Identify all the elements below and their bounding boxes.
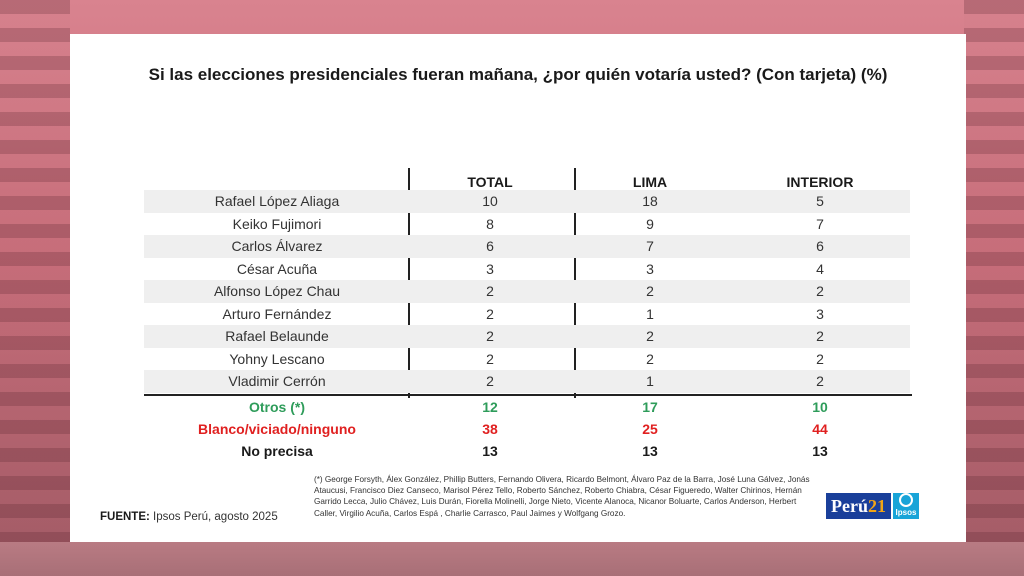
cell-lima: 7 <box>646 238 654 254</box>
poll-title: Si las elecciones presidenciales fueran … <box>148 65 888 84</box>
cell-lima: 3 <box>646 260 654 277</box>
cell-total: 2 <box>486 328 494 344</box>
candidate-name: Keiko Fujimori <box>232 215 322 232</box>
cell-interior: 4 <box>816 260 824 277</box>
cell-total: 3 <box>486 260 494 277</box>
cell-total: 2 <box>486 373 494 389</box>
cell-lima: 2 <box>646 350 654 367</box>
summary-label: Blanco/viciado/ninguno <box>198 421 356 437</box>
peru21-logo-number: 21 <box>867 495 886 516</box>
cell-lima: 18 <box>642 193 658 209</box>
header-total: TOTAL <box>467 174 513 190</box>
cell-lima: 1 <box>646 373 654 389</box>
table-body: Rafael López Aliaga 10 18 5 Keiko Fujimo… <box>144 190 910 393</box>
ipsos-logo: Ipsos <box>892 493 919 519</box>
table-row: Keiko Fujimori 8 9 7 <box>144 213 910 236</box>
background-right <box>964 0 1024 576</box>
candidate-name: Yohny Lescano <box>229 350 325 367</box>
cell-lima: 2 <box>646 328 654 344</box>
table-row: Arturo Fernández 2 1 3 <box>144 303 910 326</box>
cell-interior: 44 <box>812 421 828 437</box>
cell-interior: 3 <box>816 305 824 322</box>
summary-divider <box>144 394 912 396</box>
candidate-name: Alfonso López Chau <box>213 283 341 299</box>
table-row: Alfonso López Chau 2 2 2 <box>144 280 910 303</box>
table-row: Rafael López Aliaga 10 18 5 <box>144 190 910 213</box>
table-row: Carlos Álvarez 6 7 6 <box>144 235 910 258</box>
candidate-name: Carlos Álvarez <box>231 238 323 254</box>
table-row: Rafael Belaunde 2 2 2 <box>144 325 910 348</box>
cell-total: 38 <box>482 421 498 437</box>
summary-label: No precisa <box>241 443 313 459</box>
summary-row-blanco: Blanco/viciado/ninguno 38 25 44 <box>144 419 910 441</box>
cell-total: 13 <box>482 443 498 459</box>
cell-total: 8 <box>486 215 494 232</box>
table-row: César Acuña 3 3 4 <box>144 258 910 281</box>
table-row: Vladimir Cerrón 2 1 2 <box>144 370 910 393</box>
cell-lima: 17 <box>642 399 658 415</box>
summary-row-no-precisa: No precisa 13 13 13 <box>144 441 910 463</box>
cell-lima: 25 <box>642 421 658 437</box>
cell-total: 6 <box>486 238 494 254</box>
poll-card: Si las elecciones presidenciales fueran … <box>70 34 966 542</box>
cell-total: 10 <box>482 193 498 209</box>
header-interior: INTERIOR <box>786 174 854 190</box>
cell-interior: 2 <box>816 283 824 299</box>
cell-total: 12 <box>482 399 498 415</box>
cell-lima: 13 <box>642 443 658 459</box>
footnote: (*) George Forsyth, Álex González, Phill… <box>314 475 810 518</box>
cell-interior: 2 <box>816 350 824 367</box>
source-label: FUENTE: <box>100 511 150 523</box>
cell-lima: 2 <box>646 283 654 299</box>
candidate-name: Rafael Belaunde <box>225 328 329 344</box>
peru21-logo: Perú 21 <box>826 493 891 519</box>
table-row: Yohny Lescano 2 2 2 <box>144 348 910 371</box>
cell-interior: 2 <box>816 373 824 389</box>
cell-interior: 7 <box>816 215 824 232</box>
cell-interior: 6 <box>816 238 824 254</box>
background-bottom <box>0 542 1024 576</box>
header-lima: LIMA <box>632 174 668 190</box>
cell-total: 2 <box>486 305 494 322</box>
ipsos-logo-text: Ipsos <box>895 508 917 517</box>
candidate-name: César Acuña <box>236 260 318 277</box>
candidate-name: Arturo Fernández <box>222 305 332 322</box>
source-text: Ipsos Perú, agosto 2025 <box>149 511 278 523</box>
table-header: TOTAL LIMA INTERIOR <box>144 172 910 194</box>
background-left <box>0 0 70 576</box>
cell-interior: 5 <box>816 193 824 209</box>
cell-lima: 9 <box>646 215 654 232</box>
peru21-logo-text: Perú <box>831 495 868 516</box>
cell-total: 2 <box>486 350 494 367</box>
cell-total: 2 <box>486 283 494 299</box>
cell-interior: 10 <box>812 399 828 415</box>
summary-row-otros: Otros (*) 12 17 10 <box>144 397 910 419</box>
cell-interior: 2 <box>816 328 824 344</box>
source-line: FUENTE: Ipsos Perú, agosto 2025 <box>100 511 278 523</box>
candidate-name: Vladimir Cerrón <box>228 373 326 389</box>
summary-label: Otros (*) <box>249 399 305 415</box>
logos: Perú 21 Ipsos <box>826 493 919 519</box>
cell-interior: 13 <box>812 443 828 459</box>
candidate-name: Rafael López Aliaga <box>214 193 340 209</box>
cell-lima: 1 <box>646 305 654 322</box>
ipsos-circle-icon <box>898 493 913 507</box>
